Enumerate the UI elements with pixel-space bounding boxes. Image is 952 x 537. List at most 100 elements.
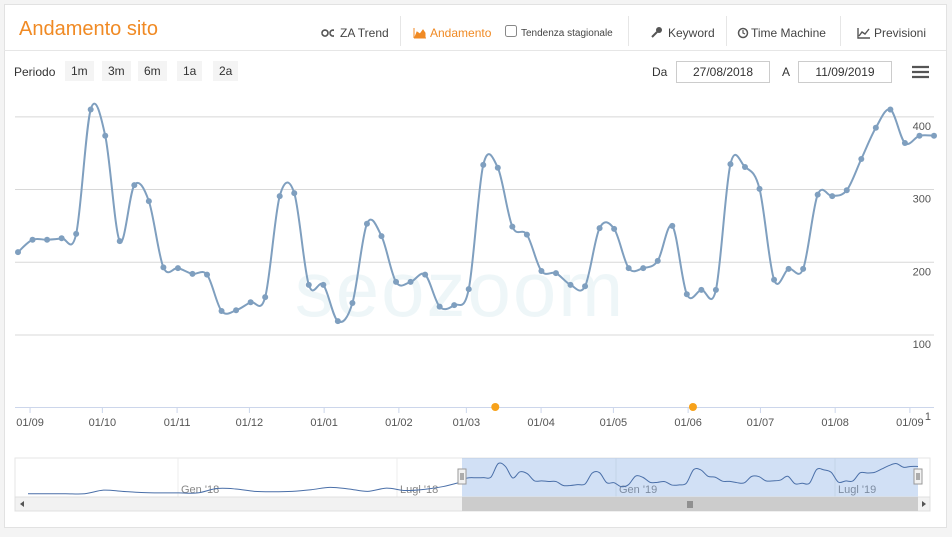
x-tick-label: 01/02: [385, 417, 413, 429]
navigator-line: [461, 462, 919, 488]
data-point: [87, 106, 94, 113]
data-point: [15, 249, 21, 256]
separator: [726, 16, 727, 46]
scroll-left[interactable]: [20, 501, 24, 507]
data-point: [858, 156, 865, 162]
range-button[interactable]: 1m: [65, 61, 94, 81]
navigator-handle: [457, 468, 467, 485]
data-point: [509, 223, 516, 230]
data-point: [901, 140, 908, 146]
data-point: [596, 225, 603, 232]
data-point: [204, 271, 211, 278]
y-tick-label: 100: [913, 339, 931, 351]
tab[interactable]: Time Machine: [751, 26, 826, 40]
tab[interactable]: Andamento: [430, 26, 492, 40]
data-point: [276, 193, 283, 200]
data-point: [552, 270, 559, 277]
x-tick-label: 01/05: [600, 417, 628, 429]
range-button[interactable]: 3m: [102, 61, 131, 81]
x-tick-label: 01/12: [236, 417, 264, 429]
from-label: Da: [652, 65, 668, 79]
data-point: [334, 318, 341, 325]
navigator-label: Gen '18: [181, 484, 219, 496]
y-tick-label: 400: [913, 121, 931, 133]
event-flag: [491, 403, 500, 411]
data-point: [640, 265, 647, 272]
navigator-handle: [913, 468, 923, 485]
icon: [737, 27, 749, 39]
data-point: [233, 307, 240, 314]
data-point: [727, 161, 734, 168]
data-point: [480, 161, 487, 168]
separator: [400, 16, 401, 46]
data-point: [669, 222, 676, 229]
data-point: [887, 106, 894, 113]
data-point: [494, 164, 501, 171]
data-point: [58, 235, 65, 242]
data-point: [916, 132, 923, 139]
range-button[interactable]: 1a: [177, 61, 203, 81]
checkbox[interactable]: [505, 25, 518, 38]
data-point: [160, 264, 167, 271]
menu-button[interactable]: [911, 64, 931, 80]
data-point: [29, 236, 36, 243]
to-input[interactable]: 11/09/2019: [798, 61, 892, 83]
icon: [413, 28, 426, 39]
data-point: [829, 193, 836, 200]
data-point: [363, 220, 370, 227]
x-tick-label: 01/03: [453, 417, 481, 429]
tab[interactable]: Keyword: [668, 26, 715, 40]
data-point: [378, 233, 385, 240]
data-point: [145, 198, 152, 205]
navigator-history-line: [27, 481, 463, 495]
range-label: Periodo: [14, 65, 56, 79]
x-tick-label: 01/11: [164, 417, 191, 429]
tab[interactable]: ZA Trend: [340, 26, 389, 40]
data-point: [611, 225, 618, 232]
separator: [628, 16, 629, 46]
divider: [4, 50, 946, 51]
data-point: [872, 124, 879, 131]
data-point: [683, 291, 690, 298]
y-tick-label: 300: [913, 194, 931, 206]
tab[interactable]: Tendenza stagionale: [521, 28, 613, 39]
tab[interactable]: Previsioni: [874, 26, 927, 40]
data-point: [523, 231, 530, 238]
data-point: [247, 299, 254, 306]
navigator-label: Gen '19: [619, 484, 657, 496]
x-tick-label: 01/09: [16, 417, 44, 429]
scroll-right[interactable]: [922, 501, 926, 507]
x-tick-label: 01/09: [896, 417, 924, 429]
y-tick-label: 200: [913, 266, 931, 278]
data-point: [698, 286, 705, 293]
data-point: [262, 294, 269, 301]
panel-title: Andamento sito: [19, 18, 158, 40]
x-tick-label: 01/01: [310, 417, 338, 429]
data-point: [800, 265, 807, 272]
data-point: [582, 283, 589, 290]
data-point: [741, 164, 748, 170]
from-input[interactable]: 27/08/2018: [676, 61, 770, 83]
data-point: [349, 300, 356, 306]
range-button[interactable]: 6m: [138, 61, 167, 81]
data-point: [436, 303, 443, 310]
watermark: seozoom: [295, 245, 626, 333]
data-point: [451, 302, 458, 309]
x-tick-label: 01/07: [747, 417, 775, 429]
range-button[interactable]: 2a: [213, 61, 239, 81]
data-point: [189, 270, 196, 277]
data-point: [174, 265, 181, 272]
data-point: [116, 238, 123, 245]
data-point: [305, 281, 312, 288]
data-point: [465, 286, 472, 293]
data-point: [567, 281, 574, 288]
data-point: [102, 132, 109, 139]
data-point: [393, 278, 400, 285]
data-point: [625, 265, 632, 272]
data-point: [291, 190, 298, 197]
x-tick-label: 01/04: [527, 417, 555, 429]
x-tick-label: 01/08: [821, 417, 849, 429]
icon: [651, 27, 662, 38]
data-point: [218, 308, 225, 314]
